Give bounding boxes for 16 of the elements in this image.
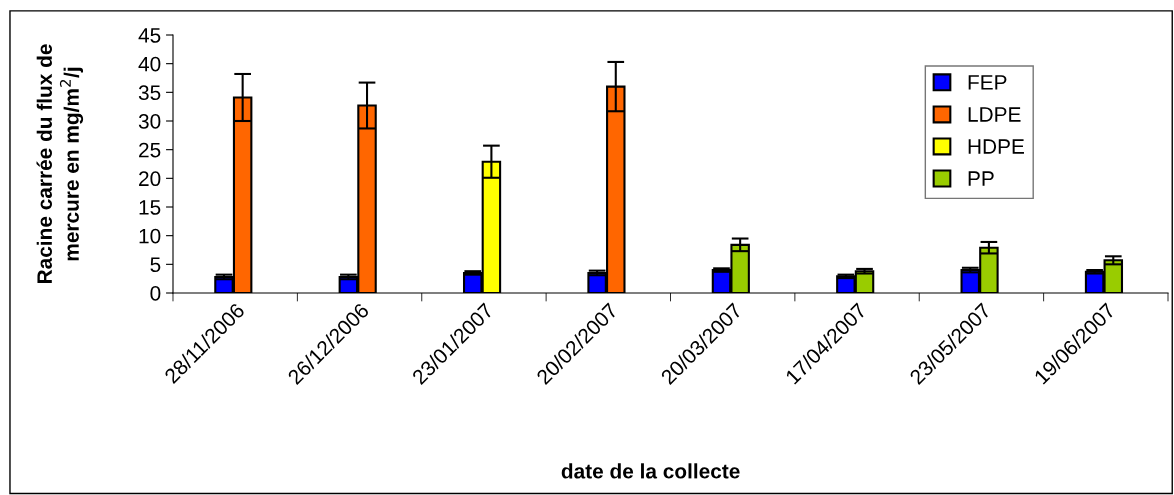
y-tick-label: 25 — [139, 142, 161, 158]
y-tick-label: 40 — [138, 56, 161, 72]
legend-label: LDPE — [968, 107, 1021, 122]
y-tick-label: 0 — [150, 286, 161, 301]
y-tick-label: 20 — [139, 171, 161, 187]
legend-label: HDPE — [968, 139, 1024, 154]
y-tick-label: 35 — [138, 85, 161, 101]
y-tick-label: 45 — [138, 28, 161, 43]
y-tick-label: 15 — [139, 200, 161, 215]
y-tick-label: 10 — [139, 228, 161, 244]
legend-label: PP — [968, 171, 994, 186]
x-axis-title: date de la collecte — [561, 463, 740, 479]
y-axis-title: Racine carrée du flux de mercure en mg/m$^{2}$/j — [36, 44, 84, 284]
legend-label: FEP — [968, 75, 1007, 90]
y-tick-label: 5 — [150, 257, 161, 273]
y-tick-label: 30 — [138, 114, 161, 129]
